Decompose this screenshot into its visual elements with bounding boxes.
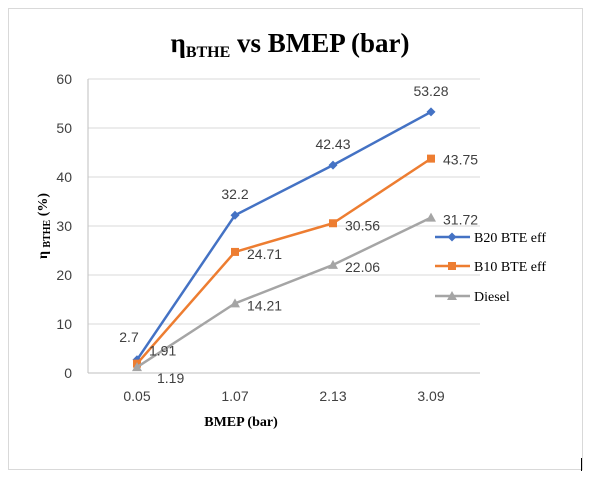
text-cursor	[581, 458, 582, 471]
legend-item: B20 BTE eff	[435, 231, 546, 246]
legend-label: B20 BTE eff	[474, 231, 546, 246]
y-tick-label: 10	[56, 316, 72, 332]
data-point	[231, 247, 239, 256]
y-axis-title: η BTHE (%)	[36, 193, 53, 259]
legend-label: B10 BTE eff	[474, 260, 546, 275]
axis-layer	[87, 79, 480, 374]
data-point	[230, 298, 240, 308]
legend: B20 BTE eff B10 BTE eff Diesel	[435, 231, 546, 305]
y-axis-title-suffix: (%)	[36, 193, 51, 220]
legend-label: Diesel	[474, 290, 510, 305]
series-0	[132, 107, 436, 365]
series-2	[132, 212, 436, 372]
legend-item: B10 BTE eff	[435, 260, 546, 275]
data-point	[448, 262, 456, 270]
data-label: 31.72	[443, 212, 478, 228]
data-point	[230, 210, 240, 220]
grid-layer	[88, 78, 480, 325]
data-point	[447, 291, 457, 300]
x-tick-label: 1.07	[221, 388, 248, 404]
chart-area	[8, 8, 583, 470]
y-tick-label: 60	[56, 71, 72, 87]
y-tick-label: 40	[56, 169, 72, 185]
data-label-layer: 2.7 32.2 42.43 53.28 1.91 24.71 30.56 43.75 1.19…	[119, 83, 478, 386]
data-point	[329, 219, 337, 228]
data-point	[447, 232, 457, 242]
y-tick-labels: 0 10 20 30 40 50 60	[56, 71, 72, 381]
data-label: 1.19	[157, 370, 184, 386]
data-label: 30.56	[345, 217, 380, 233]
series-layer	[132, 107, 436, 372]
data-point	[328, 160, 338, 170]
chart-title-prefix: η	[170, 28, 185, 58]
y-axis-title-subscript: BTHE	[42, 219, 53, 247]
y-axis-title-prefix: η	[36, 248, 51, 259]
chart-title-subscript: BTHE	[186, 44, 230, 61]
y-tick-label: 0	[64, 365, 72, 381]
data-label: 14.21	[247, 297, 282, 313]
y-tick-label: 30	[56, 218, 72, 234]
chart-title: ηBTHE vs BMEP (bar)	[170, 28, 409, 61]
data-label: 32.2	[221, 186, 248, 202]
series-line	[136, 157, 432, 365]
x-tick-labels: 0.05 1.07 2.13 3.09	[123, 388, 444, 404]
data-point	[328, 259, 338, 269]
data-point	[427, 154, 435, 163]
data-label: 1.91	[149, 343, 176, 359]
legend-item: Diesel	[435, 290, 510, 305]
data-point	[132, 362, 142, 372]
series-line	[135, 110, 432, 361]
series-1	[133, 154, 435, 368]
x-tick-label: 3.09	[417, 388, 444, 404]
x-tick-label: 0.05	[123, 388, 150, 404]
x-tick-label: 2.13	[319, 388, 346, 404]
data-label: 2.7	[119, 329, 139, 345]
chart-title-suffix: vs BMEP (bar)	[230, 28, 409, 58]
data-point	[426, 107, 436, 117]
series-line	[136, 216, 432, 369]
data-label: 42.43	[315, 136, 350, 152]
data-label: 24.71	[247, 246, 282, 262]
data-label: 53.28	[413, 83, 448, 99]
y-tick-label: 50	[56, 120, 72, 136]
x-axis-title: BMEP (bar)	[204, 415, 278, 430]
data-label: 22.06	[345, 259, 380, 275]
y-tick-label: 20	[56, 267, 72, 283]
data-point	[426, 212, 436, 222]
data-label: 43.75	[443, 152, 478, 168]
